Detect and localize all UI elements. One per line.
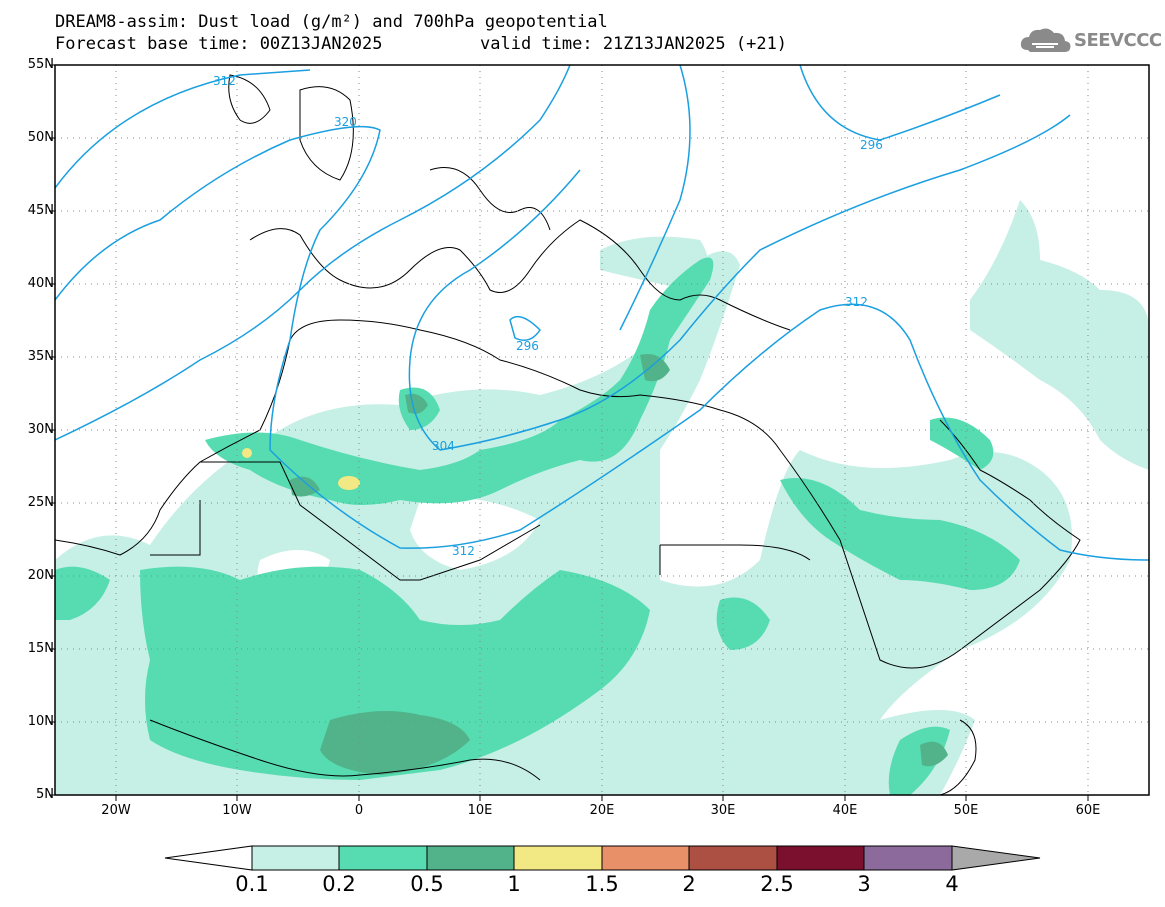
lon-label: 50E [953, 803, 979, 818]
colorbar-label: 0.2 [322, 872, 356, 896]
colorbar-label: 1 [507, 872, 521, 896]
colorbar-swatch [338, 845, 428, 871]
forecast-base-time: Forecast base time: 00Z13JAN2025 [55, 34, 383, 54]
colorbar [164, 845, 1041, 871]
colorbar-swatch [776, 845, 865, 871]
contour-296-small [509, 315, 541, 341]
lat-label: 25N [27, 495, 54, 510]
cloud-icon [1020, 28, 1071, 52]
lat-label: 45N [27, 203, 54, 218]
contour-label: 312 [845, 295, 868, 309]
lat-label: 5N [36, 787, 54, 802]
colorbar-label: 4 [945, 872, 959, 896]
contour-312-north [55, 69, 311, 189]
colorbar-swatch [513, 845, 603, 871]
colorbar-swatch-below [164, 845, 253, 871]
contour-label: 296 [516, 339, 539, 353]
lat-label: 40N [27, 276, 54, 291]
coastlines [55, 74, 1081, 795]
lon-label: 40E [832, 803, 858, 818]
geopotential-contours [55, 65, 1149, 561]
colorbar-label: 3 [857, 872, 871, 896]
lat-label: 15N [27, 641, 54, 656]
colorbar-swatch [688, 845, 778, 871]
lat-label: 50N [27, 130, 54, 145]
map-title: DREAM8-assim: Dust load (g/m²) and 700hP… [55, 12, 608, 32]
colorbar-swatch [251, 845, 340, 871]
contour-label: 296 [860, 138, 883, 152]
lon-label: 10W [222, 803, 252, 818]
logo-text: SEEVCCC [1074, 30, 1162, 51]
colorbar-label: 2.5 [760, 872, 794, 896]
contour-label: 304 [432, 439, 455, 453]
contour-320 [55, 125, 381, 451]
valid-time: valid time: 21Z13JAN2025 (+21) [480, 34, 788, 54]
lat-label: 35N [27, 349, 54, 364]
contour-mid [619, 65, 691, 331]
contour-312 [269, 303, 1149, 561]
contour-label: 312 [452, 544, 475, 558]
axis-ticks [49, 64, 1089, 801]
seevccc-logo: SEEVCCC [1018, 24, 1162, 58]
dust-shading [55, 200, 1149, 795]
colorbar-swatch [601, 845, 690, 871]
colorbar-swatch [863, 845, 953, 871]
colorbar-swatch [426, 845, 515, 871]
lon-label: 20E [589, 803, 615, 818]
lon-label: 60E [1075, 803, 1101, 818]
lon-label: 20W [101, 803, 131, 818]
lon-label: 30E [710, 803, 736, 818]
colorbar-label: 1.5 [585, 872, 619, 896]
contour-296-east [799, 65, 1001, 141]
lon-label: 0 [354, 803, 364, 818]
contour-label: 320 [334, 115, 357, 129]
contour-label: 312 [213, 74, 236, 88]
lat-label: 20N [27, 568, 54, 583]
lat-label: 55N [27, 57, 54, 72]
colorbar-label: 0.1 [235, 872, 269, 896]
contour-304-west [408, 169, 581, 451]
colorbar-swatch-above [951, 845, 1041, 871]
colorbar-label: 0.5 [410, 872, 444, 896]
gridlines [55, 65, 1149, 795]
lat-label: 10N [27, 714, 54, 729]
contour-west [55, 65, 571, 441]
lat-label: 30N [27, 422, 54, 437]
lon-label: 10E [467, 803, 493, 818]
colorbar-label: 2 [682, 872, 696, 896]
